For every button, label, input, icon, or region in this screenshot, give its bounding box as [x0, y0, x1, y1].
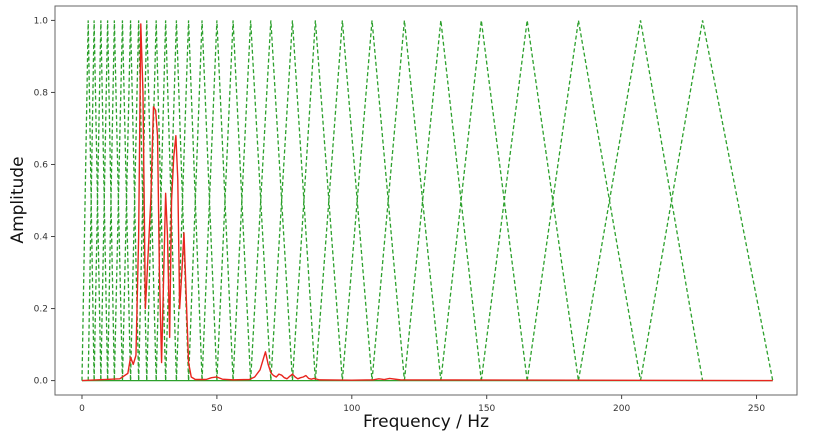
filter-triangle: [121, 20, 140, 381]
filter-triangle: [113, 20, 132, 381]
y-tick-label: 0.8: [34, 88, 49, 98]
x-axis: 0 50 100 150 200 250: [79, 395, 765, 414]
x-tick-label: 200: [613, 404, 630, 414]
filter-triangle: [187, 20, 218, 381]
filter-triangle: [100, 20, 116, 381]
series-layer: [81, 23, 773, 382]
filter-triangle: [81, 20, 95, 381]
filter-triangle: [201, 20, 234, 381]
filter-triangle: [291, 20, 344, 381]
filter-triangle: [577, 20, 704, 381]
x-tick-label: 150: [478, 404, 495, 414]
x-tick-label: 100: [343, 404, 360, 414]
filter-triangle: [639, 20, 774, 381]
filter-triangle: [216, 20, 252, 381]
filter-triangle: [403, 20, 482, 381]
y-tick-label: 0.6: [34, 160, 49, 170]
filter-triangle: [175, 20, 203, 381]
filter-triangle: [341, 20, 406, 381]
filter-triangle: [232, 20, 272, 381]
filter-triangle: [106, 20, 124, 381]
filter-triangle: [526, 20, 642, 381]
filter-triangle: [480, 20, 580, 381]
filter-triangle: [87, 20, 102, 381]
x-axis-label: Frequency / Hz: [363, 412, 489, 432]
filter-triangle: [146, 20, 167, 381]
spectrum-line: [81, 23, 773, 382]
filter-triangle: [137, 20, 157, 381]
y-tick-label: 0.2: [34, 305, 48, 315]
y-tick-label: 0.0: [34, 377, 49, 387]
x-tick-label: 250: [748, 404, 765, 414]
x-tick-label: 0: [79, 404, 85, 414]
filter-triangle: [440, 20, 528, 381]
filterbank-layer: [81, 20, 774, 381]
filter-triangle: [270, 20, 317, 381]
filter-triangle: [93, 20, 109, 381]
y-tick-label: 1.0: [34, 16, 49, 26]
y-axis-label: Amplitude: [8, 156, 28, 243]
y-axis: 0.0 0.2 0.4 0.6 0.8 1.0: [34, 16, 55, 387]
y-tick-label: 0.4: [34, 233, 49, 243]
filter-triangle: [249, 20, 294, 381]
x-tick-label: 50: [211, 404, 223, 414]
filter-triangle: [314, 20, 373, 381]
filter-triangle: [371, 20, 442, 381]
filter-triangle: [129, 20, 148, 381]
